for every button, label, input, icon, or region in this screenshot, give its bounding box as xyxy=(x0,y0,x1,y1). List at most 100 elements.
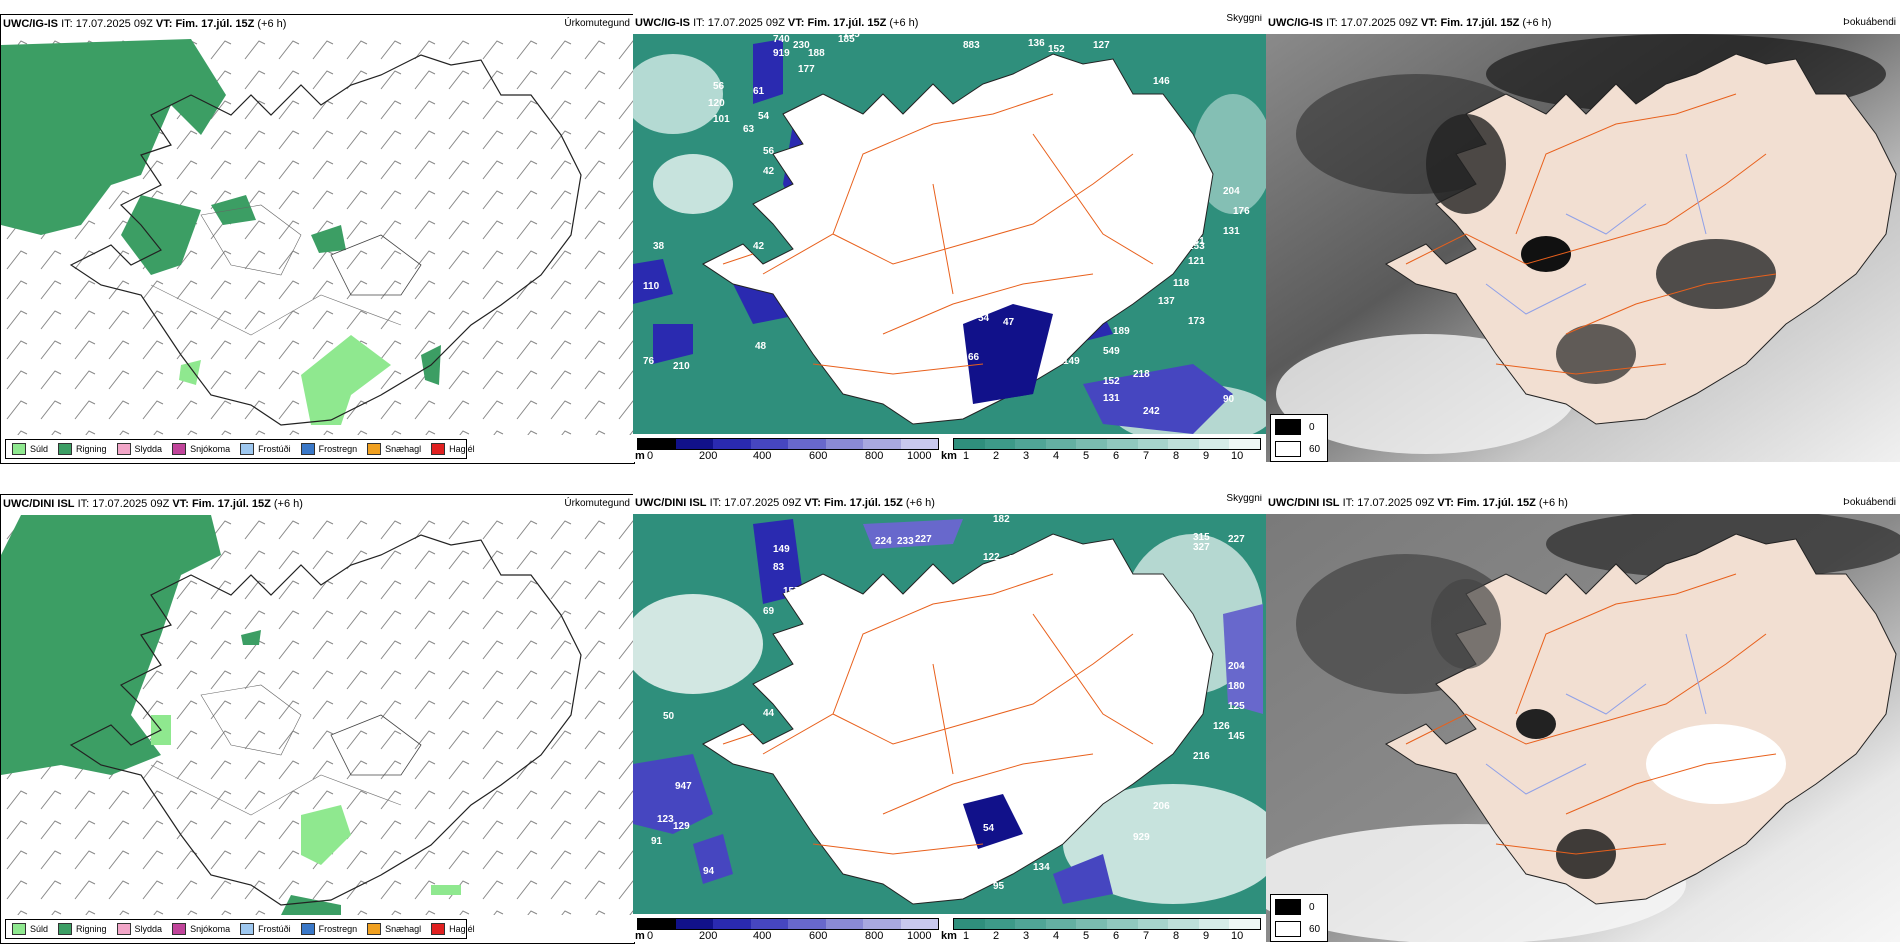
visibility-value-label: 125 xyxy=(1228,701,1245,712)
visibility-value-label: 180 xyxy=(1228,681,1245,692)
legend-item: Snæhagl xyxy=(367,443,421,455)
visibility-value-label: 56 xyxy=(713,81,725,92)
precip-panel-bottom: UWC/DINI ISL IT: 17.07.2025 09Z VT: Fim.… xyxy=(0,494,635,944)
panel-title: Úrkomutegund xyxy=(564,18,630,29)
visibility-value-label: 118 xyxy=(1173,278,1190,289)
valid-time: Fim. 17.júl. 15Z xyxy=(807,17,887,29)
legend-item: Snæhagl xyxy=(367,923,421,935)
fog-legend: 0 60 xyxy=(1270,414,1328,462)
visibility-value-label: 91 xyxy=(651,836,663,847)
fog-legend: 0 60 xyxy=(1270,894,1328,942)
visibility-value-label: 32 xyxy=(943,856,955,867)
visibility-value-label: 56 xyxy=(763,146,775,157)
legend-label: Slydda xyxy=(134,924,163,934)
valid-time: Fim. 17.júl. 15Z xyxy=(1456,497,1536,509)
visibility-value-label: 89 xyxy=(1103,86,1115,97)
colorbar-unit: km xyxy=(941,450,957,462)
precip-type-legend: Súld Rigning Slydda Snjókoma Frostúði Fr… xyxy=(5,919,475,939)
fog-panel-bottom: UWC/DINI ISL IT: 17.07.2025 09Z VT: Fim.… xyxy=(1266,494,1900,942)
model-name: UWC/IG-IS xyxy=(1268,17,1323,29)
fog-legend-row: 0 xyxy=(1275,899,1315,915)
legend-label: Súld xyxy=(30,444,49,454)
legend-item: Slydda xyxy=(116,443,162,455)
colorbar-tick: 6 xyxy=(1113,930,1120,942)
visibility-value-label: 182 xyxy=(993,514,1010,525)
colorbar-unit: km xyxy=(941,930,957,942)
visibility-value-label: 233 xyxy=(897,536,914,547)
visibility-map: 740 230 919 188 185 155 883 136 152 127 177 89 146 56… xyxy=(633,34,1266,434)
visibility-value-label: 121 xyxy=(1188,256,1205,267)
valid-time: Fim. 17.júl. 15Z xyxy=(823,497,903,509)
vt-label: VT: xyxy=(787,17,805,29)
visibility-value-label: 152 xyxy=(1048,44,1065,55)
colorbar-tick: 7 xyxy=(1143,450,1150,462)
legend-label: Snæhagl xyxy=(385,924,422,934)
visibility-value-label: 35 xyxy=(943,348,955,359)
visibility-value-label: 188 xyxy=(808,48,825,59)
colorbar-tick: 2 xyxy=(993,930,1000,942)
model-name: UWC/IG-IS xyxy=(635,17,690,29)
visibility-value-label: 123 xyxy=(657,814,674,825)
it-label: IT: xyxy=(709,497,722,509)
legend-label: Frostúði xyxy=(258,444,291,454)
visibility-value-label: 68 xyxy=(773,196,785,207)
iceland-land xyxy=(702,53,1214,425)
visibility-value-label: 919 xyxy=(773,48,790,59)
colorbar-tick: 0 xyxy=(647,450,654,462)
visibility-value-label: 122 xyxy=(983,552,1000,563)
panel-header: UWC/DINI ISL IT: 17.07.2025 09Z VT: Fim.… xyxy=(633,494,1266,512)
colorbar-tick: 1000 xyxy=(907,450,932,462)
lead-time: (+6 h) xyxy=(905,497,935,509)
colorbar-tick: 10 xyxy=(1231,450,1244,462)
fog-legend-row: 0 xyxy=(1275,419,1315,435)
visibility-value-label: 54 xyxy=(983,823,995,834)
panel-header: UWC/DINI ISL IT: 17.07.2025 09Z VT: Fim.… xyxy=(1,495,634,513)
visibility-value-label: 177 xyxy=(798,64,815,75)
init-time: 17.07.2025 09Z xyxy=(75,18,153,30)
visibility-value-label: 129 xyxy=(673,821,690,832)
valid-time: Fim. 17.júl. 15Z xyxy=(175,18,255,30)
visibility-value-label: 327 xyxy=(1193,542,1210,553)
legend-item: Frostregn xyxy=(300,443,357,455)
visibility-value-label: 109 xyxy=(1043,542,1060,553)
colorbar-tick: 0 xyxy=(647,930,654,942)
lead-time: (+6 h) xyxy=(889,17,919,29)
lead-time: (+6 h) xyxy=(1538,497,1568,509)
visibility-map: 224 233 227 182 122 118 109 185 131 315 327 227 149 8… xyxy=(633,514,1266,914)
visibility-value-label: 110 xyxy=(643,281,660,292)
legend-item: Haglél xyxy=(431,923,475,935)
colorbar-tick: 600 xyxy=(809,450,828,462)
it-label: IT: xyxy=(61,18,73,30)
colorbar-tick: 9 xyxy=(1203,930,1210,942)
colorbar-unit: m xyxy=(635,930,645,942)
fog-map xyxy=(1266,34,1900,462)
colorbar-tick: 4 xyxy=(1053,930,1060,942)
colorbar-tick: 9 xyxy=(1203,450,1210,462)
legend-label: Rigning xyxy=(76,924,107,934)
visibility-value-label: 315 xyxy=(1193,532,1210,543)
panel-header: UWC/IG-IS IT: 17.07.2025 09Z VT: Fim. 17… xyxy=(1,15,634,33)
legend-label: Snæhagl xyxy=(385,444,422,454)
colorbar-tick: 1000 xyxy=(907,930,932,942)
visibility-value-label: 126 xyxy=(1213,721,1230,732)
visibility-value-label: 67 xyxy=(921,346,933,357)
visibility-value-label: 61 xyxy=(753,86,765,97)
colorbar-tick: 4 xyxy=(1053,450,1060,462)
visibility-value-label: 83 xyxy=(773,562,785,573)
visibility-value-label: 95 xyxy=(993,881,1005,892)
model-name: UWC/IG-IS xyxy=(3,18,58,30)
valid-time: Fim. 17.júl. 15Z xyxy=(191,498,271,510)
visibility-value-label: 185 xyxy=(838,34,855,45)
visibility-value-label: 929 xyxy=(1133,832,1150,843)
visibility-value-label: 50 xyxy=(663,711,675,722)
iceland-outline xyxy=(69,54,582,426)
visibility-value-label: 549 xyxy=(1103,346,1120,357)
visibility-value-label: 153 xyxy=(1188,241,1205,252)
visibility-value-label: 63 xyxy=(743,124,755,135)
precip-panel-top: UWC/IG-IS IT: 17.07.2025 09Z VT: Fim. 17… xyxy=(0,14,635,464)
legend-item: Haglél xyxy=(431,443,475,455)
model-name: UWC/DINI ISL xyxy=(635,497,707,509)
visibility-value-label: 131 xyxy=(1188,236,1205,247)
colorbar-tick: 600 xyxy=(809,930,828,942)
visibility-panel-top: UWC/IG-IS IT: 17.07.2025 09Z VT: Fim. 17… xyxy=(633,14,1266,462)
